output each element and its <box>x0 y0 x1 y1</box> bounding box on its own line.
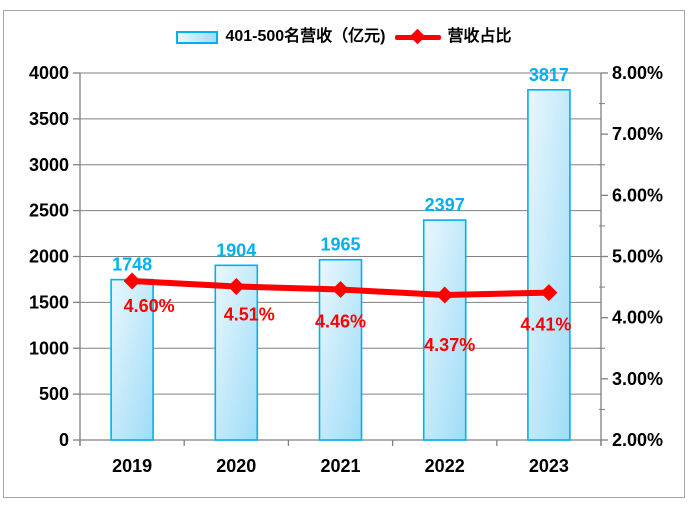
x-axis-tick-label: 2020 <box>216 456 256 476</box>
left-axis-tick-label: 1000 <box>29 338 69 358</box>
right-axis-tick-label: 5.00% <box>612 247 663 267</box>
trend-marker-icon <box>332 281 349 299</box>
bar-value-label: 1748 <box>112 255 152 275</box>
left-axis-tick-label: 500 <box>39 384 69 404</box>
right-axis-tick-label: 2.00% <box>612 430 663 450</box>
x-axis-tick-label: 2023 <box>529 456 569 476</box>
x-axis-tick-label: 2019 <box>112 456 152 476</box>
chart-frame: 401-500名营收（亿元) 营收占比 0 500 1000 1500 2000 2500… <box>3 10 685 498</box>
pct-label: 4.51% <box>224 304 275 324</box>
bar <box>422 219 467 441</box>
left-axis-tick-label: 2000 <box>29 247 69 267</box>
legend-bar-label: 401-500名营收（亿元) <box>225 28 386 45</box>
pct-label: 4.60% <box>124 296 175 316</box>
bar-value-label: 1965 <box>320 235 360 255</box>
left-axis-tick-label: 2500 <box>29 201 69 221</box>
legend-line-label: 营收占比 <box>447 28 512 45</box>
legend-item-line-series: 营收占比 <box>394 27 512 47</box>
right-axis-tick-label: 6.00% <box>612 185 663 205</box>
trend-marker-icon <box>123 272 141 290</box>
bar-value-label: 3817 <box>529 65 569 85</box>
right-axis-tick-label: 8.00% <box>612 63 663 83</box>
left-axis-tick-label: 0 <box>59 430 69 450</box>
bar-value-label: 1904 <box>216 240 256 260</box>
bar-series-swatch-icon <box>176 30 219 44</box>
pct-label: 4.41% <box>520 315 571 335</box>
line-series-marker-icon <box>394 28 441 45</box>
legend-item-bar-series: 401-500名营收（亿元) <box>176 27 386 47</box>
left-axis-tick-label: 3000 <box>29 155 69 175</box>
bar-value-label: 2397 <box>425 195 465 215</box>
pct-label: 4.46% <box>315 312 366 332</box>
x-axis-tick-label: 2021 <box>320 456 360 476</box>
chart-plot: 0 500 1000 1500 2000 2500 3000 3500 4000 2.00% 3.0… <box>29 63 663 476</box>
right-axis-tick-label: 7.00% <box>612 124 663 144</box>
right-axis-tick-label: 4.00% <box>612 308 663 328</box>
left-axis-tick-label: 1500 <box>29 292 69 312</box>
trend-marker-icon <box>436 286 454 304</box>
bar <box>527 88 571 441</box>
left-axis-tick-label: 3500 <box>29 109 69 129</box>
pct-label: 4.37% <box>424 335 475 355</box>
trend-marker-icon <box>540 284 558 302</box>
left-axis-tick-label: 4000 <box>29 63 69 83</box>
x-axis-tick-label: 2022 <box>425 456 465 476</box>
right-axis-tick-label: 3.00% <box>612 369 663 389</box>
trend-marker-icon <box>227 277 245 295</box>
legend: 401-500名营收（亿元) 营收占比 <box>4 27 684 47</box>
